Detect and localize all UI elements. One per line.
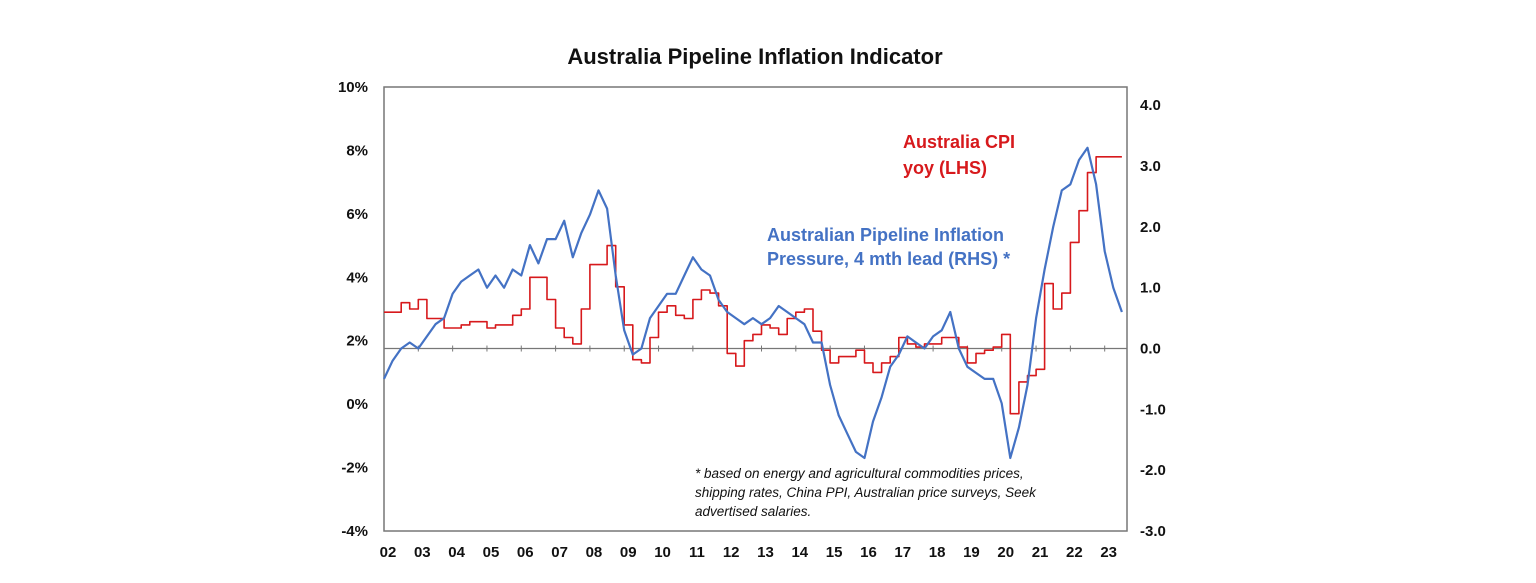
right-y-tick-label: 1.0 (1140, 280, 1161, 297)
pipeline-series-line (383, 146, 1123, 460)
left-y-tick-label: 8% (346, 142, 368, 159)
x-tick-label: 10 (654, 544, 671, 561)
x-tick-label: 18 (929, 544, 946, 561)
x-tick-label: 22 (1066, 544, 1083, 561)
footnote-line-3: advertised salaries. (695, 504, 811, 519)
x-tick-label: 08 (586, 544, 603, 561)
x-tick-label: 03 (414, 544, 431, 561)
left-y-tick-label: 10% (338, 79, 368, 96)
left-y-tick-label: 4% (346, 269, 368, 286)
pipeline-label-line-2: Pressure, 4 mth lead (RHS) * (767, 249, 1010, 269)
right-y-tick-label: 4.0 (1140, 97, 1161, 114)
right-y-tick-label: -3.0 (1140, 523, 1166, 540)
x-tick-label: 07 (551, 544, 568, 561)
cpi-label-line-1: Australia CPI (903, 132, 1015, 152)
x-tick-label: 15 (826, 544, 843, 561)
x-tick-label: 05 (483, 544, 500, 561)
x-tick-label: 19 (963, 544, 980, 561)
x-tick-label: 13 (757, 544, 774, 561)
left-y-tick-label: 2% (346, 333, 368, 350)
right-y-tick-label: -2.0 (1140, 462, 1166, 479)
pipeline-label-line-1: Australian Pipeline Inflation (767, 225, 1004, 245)
right-y-tick-group: -3.0 -2.0 -1.0 0.0 1.0 2.0 3.0 4.0 (1140, 97, 1166, 540)
x-tick-label: 16 (860, 544, 877, 561)
cpi-series-line (384, 156, 1122, 415)
x-tick-group: 02 03 04 05 06 07 08 09 10 11 12 13 14 15 16 17 18 19 20 21… (380, 345, 1117, 561)
left-y-tick-label: 6% (346, 206, 368, 223)
right-y-tick-label: -1.0 (1140, 401, 1166, 418)
x-tick-label: 02 (380, 544, 397, 561)
chart-title: Australia Pipeline Inflation Indicator (567, 44, 943, 69)
x-tick-label: 06 (517, 544, 534, 561)
x-tick-label: 20 (997, 544, 1014, 561)
cpi-label-line-2: yoy (LHS) (903, 158, 987, 178)
x-tick-label: 23 (1100, 544, 1117, 561)
left-y-tick-group: -4% -2% 0% 2% 4% 6% 8% 10% (338, 79, 368, 540)
right-y-tick-label: 2.0 (1140, 219, 1161, 236)
series-layer (383, 146, 1123, 460)
left-y-tick-label: -2% (341, 460, 368, 477)
left-y-tick-label: -4% (341, 523, 368, 540)
right-y-tick-label: 0.0 (1140, 341, 1161, 358)
footnote-line-1: * based on energy and agricultural commo… (695, 466, 1024, 481)
left-y-tick-label: 0% (346, 396, 368, 413)
x-tick-label: 09 (620, 544, 637, 561)
plot-area-border (383, 86, 1128, 532)
right-y-tick-label: 3.0 (1140, 158, 1161, 175)
x-tick-label: 14 (791, 544, 808, 561)
x-tick-label: 12 (723, 544, 740, 561)
x-tick-label: 17 (894, 544, 911, 561)
x-tick-label: 04 (448, 544, 465, 561)
footnote-line-2: shipping rates, China PPI, Australian pr… (695, 485, 1037, 500)
x-tick-label: 11 (689, 544, 705, 561)
x-tick-label: 21 (1032, 544, 1049, 561)
